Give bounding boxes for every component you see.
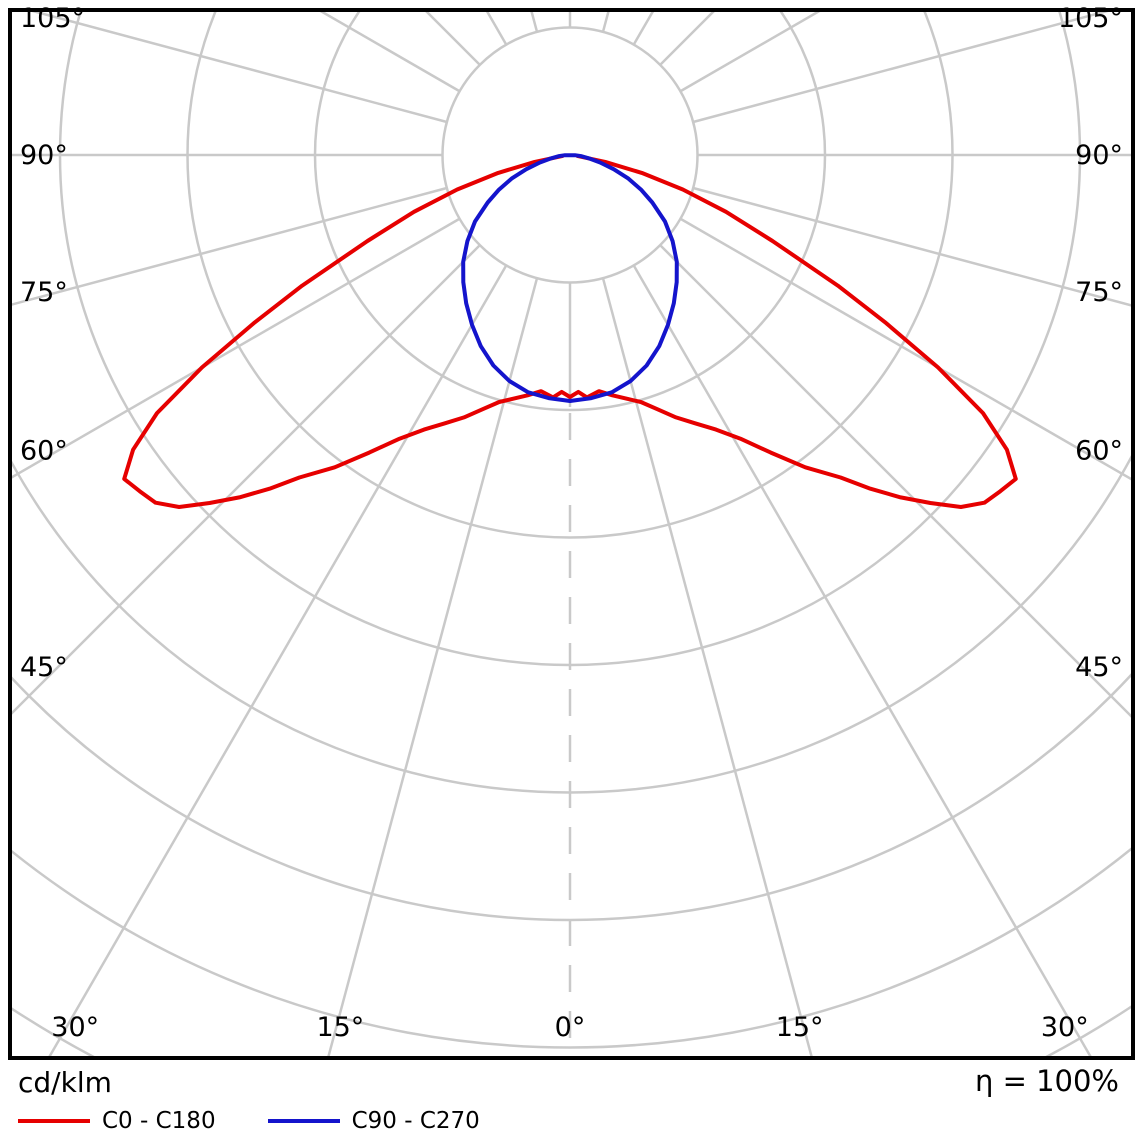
radial-line xyxy=(31,12,448,124)
angle-label: 15° xyxy=(316,1012,364,1043)
radial-line xyxy=(48,264,508,1056)
c90-c270-label: C90 - C270 xyxy=(351,1108,480,1134)
c0-c180-line-swatch xyxy=(18,1119,90,1123)
angle-label: 90° xyxy=(20,140,68,171)
angle-label: 45° xyxy=(20,652,68,683)
radial-line xyxy=(530,12,539,33)
plot-frame xyxy=(8,8,1135,1060)
radial-line xyxy=(601,12,610,33)
angle-label: 30° xyxy=(1041,1012,1089,1043)
angle-label: 75° xyxy=(1075,277,1123,308)
c0-c180-curve xyxy=(122,154,1018,509)
angle-label: 15° xyxy=(776,1012,824,1043)
angle-label: 105° xyxy=(20,3,85,34)
legend: C0 - C180 C90 - C270 xyxy=(18,1108,480,1134)
efficiency-label: η = 100% xyxy=(974,1064,1119,1098)
c90-c270-curve xyxy=(461,153,679,403)
radial-line xyxy=(679,217,1131,481)
radial-line xyxy=(12,186,448,306)
grid-ring xyxy=(12,1005,1131,1056)
angle-labels: 105° 90° 75° 60° 45° 30° 15° 0° 15° 30° 45° 60° 75° 9… xyxy=(20,3,1123,1043)
unit-label: cd/klm xyxy=(18,1066,112,1099)
grid-ring xyxy=(186,12,954,539)
angle-label: 90° xyxy=(1075,140,1123,171)
polar-grid xyxy=(12,12,1131,1056)
radial-line xyxy=(692,186,1131,307)
angle-label: 30° xyxy=(51,1012,99,1043)
angle-label: 105° xyxy=(1058,3,1123,34)
radial-line xyxy=(632,264,1092,1056)
polar-photometric-chart: 105° 90° 75° 60° 45° 30° 15° 0° 15° 30° 45° 60° 75° 9… xyxy=(8,3,1135,1060)
grid-ring xyxy=(12,847,1131,1049)
radial-line xyxy=(692,12,1109,124)
c0-c180-label: C0 - C180 xyxy=(102,1108,216,1134)
angle-label: 45° xyxy=(1075,652,1123,683)
grid-ring xyxy=(12,672,1131,922)
intensity-curves xyxy=(122,153,1018,509)
angle-label: 75° xyxy=(20,277,68,308)
angle-label: 60° xyxy=(20,436,68,467)
radial-line xyxy=(601,277,813,1056)
radial-line xyxy=(327,277,539,1056)
c90-c270-line-swatch xyxy=(267,1119,340,1123)
radial-line xyxy=(659,244,1131,718)
angle-label: 0° xyxy=(555,1012,586,1043)
angle-label: 60° xyxy=(1075,436,1123,467)
radial-line xyxy=(12,217,461,479)
chart-footer: cd/klm η = 100% C0 - C180 C90 - C270 xyxy=(0,1060,1143,1143)
radial-line xyxy=(12,244,481,715)
